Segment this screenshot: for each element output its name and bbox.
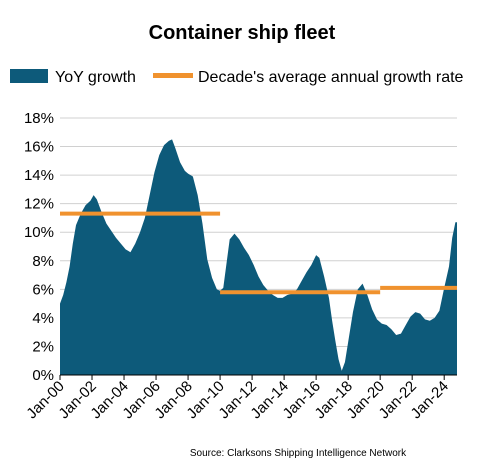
y-tick-label: 0%: [32, 367, 54, 384]
y-tick-label: 6%: [32, 281, 54, 298]
plot-area: [60, 139, 457, 375]
y-tick-label: 4%: [32, 310, 54, 327]
y-tick-label: 8%: [32, 253, 54, 270]
y-tick-label: 16%: [24, 139, 54, 156]
x-axis: Jan-00Jan-02Jan-04Jan-06Jan-08Jan-10Jan-…: [23, 374, 457, 422]
y-tick-label: 14%: [24, 167, 54, 184]
y-tick-label: 12%: [24, 196, 54, 213]
y-tick-label: 2%: [32, 338, 54, 355]
y-axis: 0% 2% 4% 6% 8% 10% 12% 14% 16% 18%: [24, 110, 54, 384]
legend-label-line: Decade's average annual growth rate: [198, 69, 464, 86]
chart-title: Container ship fleet: [149, 22, 336, 44]
yoy-growth-area: [60, 139, 457, 375]
legend-label-area: YoY growth: [55, 69, 136, 86]
legend-swatch-area: [10, 69, 48, 83]
legend-swatch-line: [153, 73, 193, 78]
source-note: Source: Clarksons Shipping Intelligence …: [190, 448, 407, 459]
y-tick-label: 10%: [24, 224, 54, 241]
legend: YoY growth Decade's average annual growt…: [10, 69, 464, 86]
y-tick-label: 18%: [24, 110, 54, 127]
